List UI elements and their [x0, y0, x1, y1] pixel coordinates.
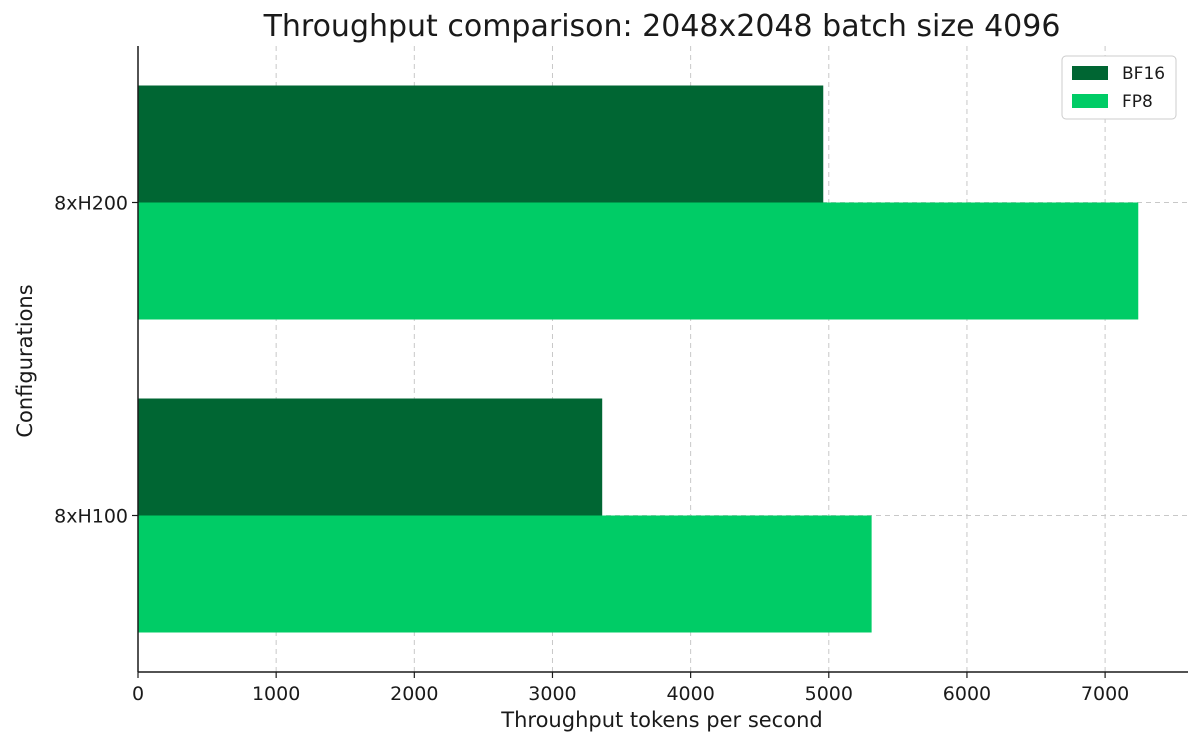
x-tick-label: 5000 [805, 683, 853, 705]
x-tick-label: 2000 [390, 683, 438, 705]
legend-swatch-fp8 [1072, 94, 1108, 108]
axes-layer [137, 46, 1188, 673]
legend-label-fp8: FP8 [1122, 92, 1153, 112]
x-tick-label: 1000 [252, 683, 300, 705]
bar-fp8-8xh100 [138, 515, 872, 633]
y-tick-label: 8xH100 [54, 506, 128, 528]
x-tick-label: 6000 [943, 683, 991, 705]
chart-title: Throughput comparison: 2048x2048 batch s… [263, 9, 1061, 44]
x-tick-label: 0 [132, 683, 144, 705]
x-tick-label: 4000 [666, 683, 714, 705]
bar-bf16-8xh200 [138, 85, 824, 203]
y-axis-label: Configurations [13, 284, 37, 437]
legend-swatch-bf16 [1072, 66, 1108, 80]
legend: BF16 FP8 [1061, 55, 1177, 120]
bar-fp8-8xh200 [138, 202, 1139, 320]
x-tick-label: 7000 [1081, 683, 1129, 705]
bar-bf16-8xh100 [138, 398, 603, 516]
ticks-layer: 0 1000 2000 3000 4000 5000 6000 7000 8xH100 8xH20… [54, 193, 1129, 706]
x-axis-label: Throughput tokens per second [500, 708, 822, 732]
y-tick-label: 8xH200 [54, 193, 128, 215]
bars-layer [138, 85, 1139, 633]
x-tick-label: 3000 [528, 683, 576, 705]
legend-label-bf16: BF16 [1122, 64, 1165, 84]
